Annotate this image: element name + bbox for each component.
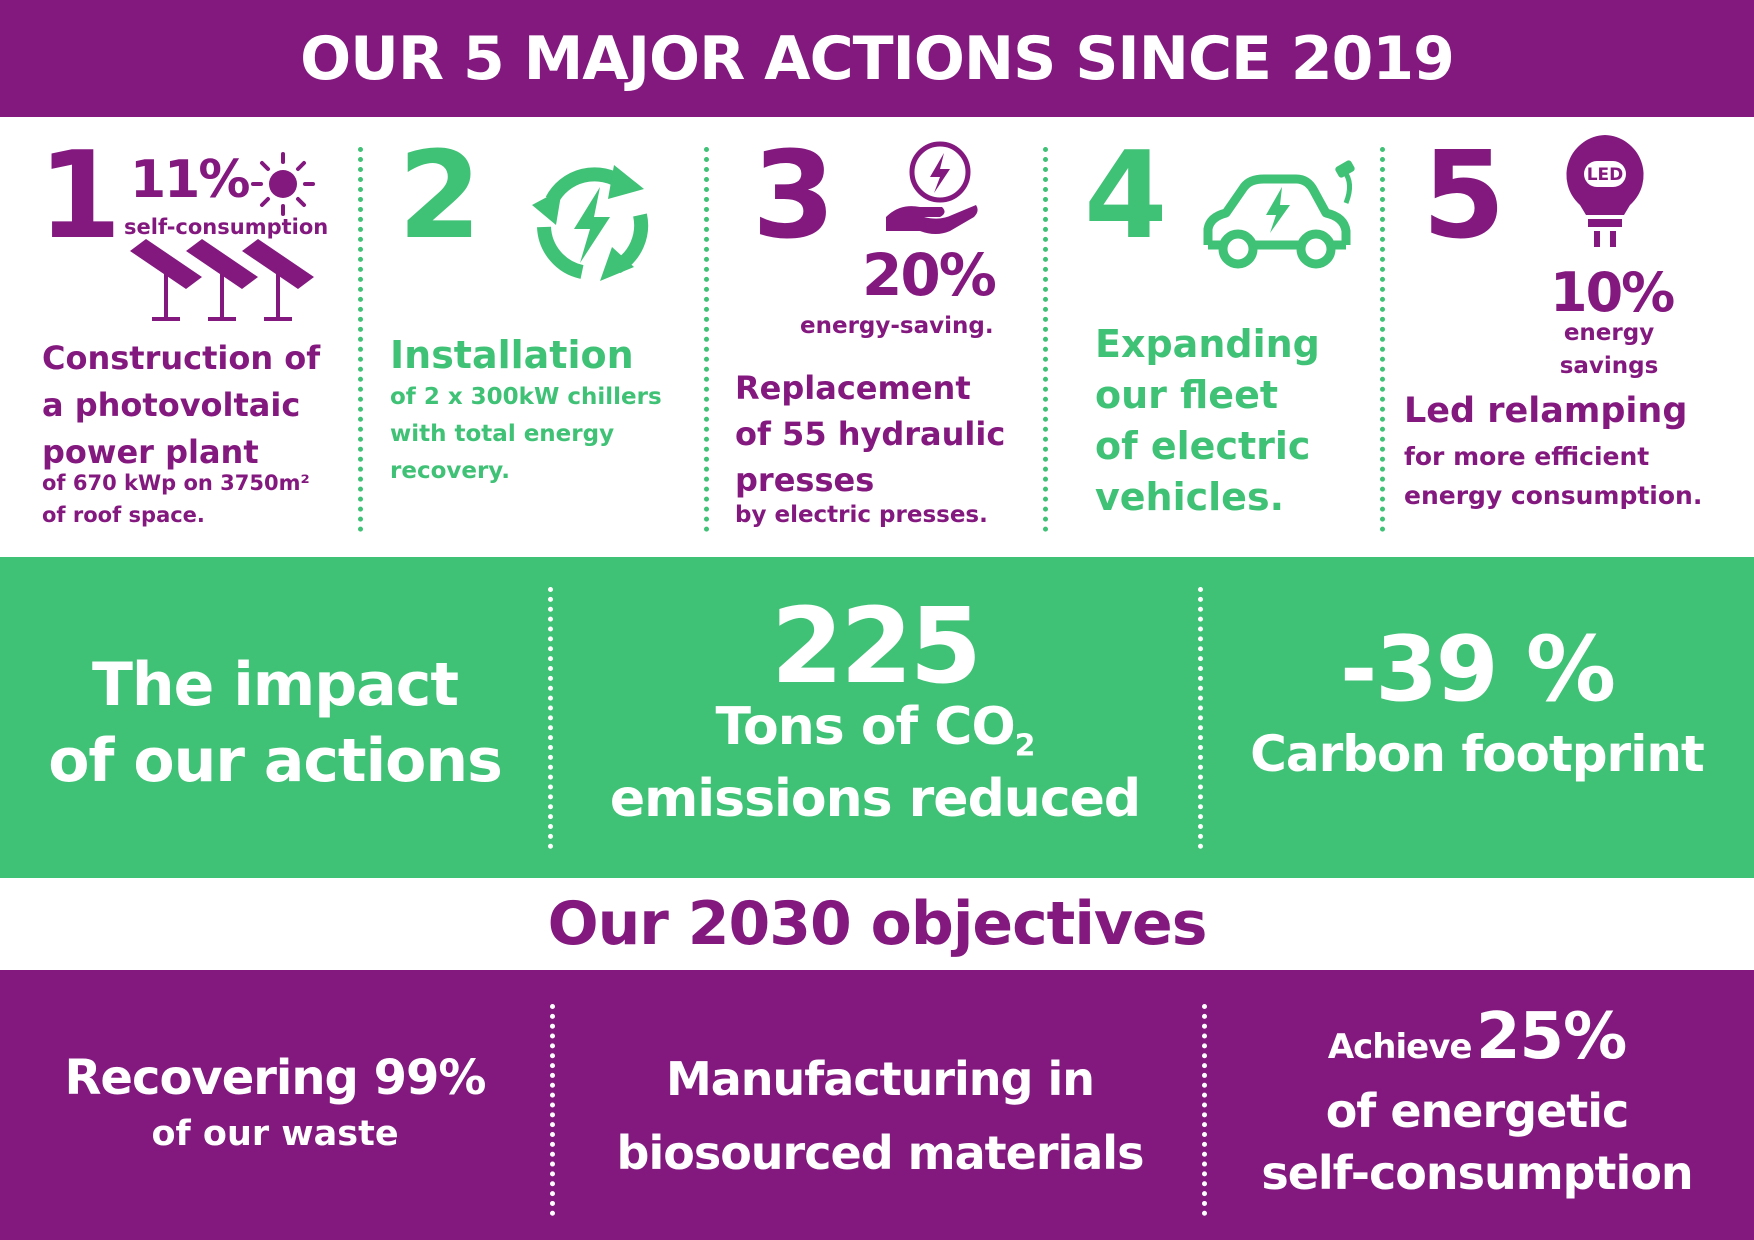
action-title-line: of 55 hydraulic [735,415,1006,453]
sun-icon [251,152,315,216]
impact-heading-line: The impact [92,650,459,720]
action-title: Led relamping [1404,391,1688,431]
impact-heading-line: of our actions [48,726,503,796]
divider [1380,147,1385,532]
action-title-line: vehicles. [1095,475,1284,519]
objective-line: self-consumption [1261,1146,1693,1200]
action-detail-line: of 670 kWp on 3750m² [42,471,310,495]
co2-label-line2: emissions reduced [609,769,1141,829]
divider [358,147,363,532]
objectives-title: Our 2030 objectives [547,889,1208,959]
action-detail-line: by electric presses. [735,502,988,528]
action-detail-line: of roof space. [42,503,205,527]
action-title: Installation [390,333,634,377]
action-detail-line: recovery. [390,458,510,484]
page-title: OUR 5 MAJOR ACTIONS SINCE 2019 [300,23,1455,94]
action-stat-label-line: energy [1563,320,1655,346]
action-stat-label: self-consumption [124,215,329,239]
action-stat: 11% [130,150,250,210]
carbon-label: Carbon footprint [1250,725,1705,783]
action-number: 4 [1084,127,1167,266]
action-number: 3 [752,127,835,266]
divider [548,587,553,849]
carbon-value: -39 % [1339,617,1616,722]
action-title-line: a photovoltaic [42,386,301,424]
action-stat: 10% [1550,261,1675,324]
action-title-line: Replacement [735,369,971,407]
objective-value: 25% [1476,1000,1627,1074]
co2-label: Tons of CO [715,697,1015,757]
hand-energy-icon [886,141,978,234]
action-stat: 20% [862,241,997,309]
action-number: 5 [1422,127,1505,266]
action-stat-label: energy-saving. [800,313,994,339]
action-stat-label-line: savings [1559,353,1659,379]
action-detail-line: with total energy [390,421,615,447]
action-title-line: power plant [42,433,259,471]
objective-line: Manufacturing in [665,1052,1095,1106]
divider [704,147,709,532]
co2-value: 225 [770,585,982,707]
action-title-line: of electric [1095,424,1311,468]
objectives-section: Recovering 99% of our waste Manufacturin… [0,970,1754,1240]
action-title-line: our fleet [1095,373,1279,417]
led-bulb-icon [1566,135,1644,247]
solar-panels-icon [130,239,314,321]
co2-subscript: 2 [1014,728,1036,764]
electric-car-icon [1203,160,1355,269]
header-banner: OUR 5 MAJOR ACTIONS SINCE 2019 [0,0,1754,117]
objectives-heading: Our 2030 objectives [0,878,1754,970]
action-title-line: presses [735,461,875,499]
energy-recycle-icon [532,165,649,281]
action-detail-line: of 2 x 300kW chillers [390,384,662,410]
objective-prefix: Achieve [1327,1027,1473,1067]
action-title-line: Expanding [1095,322,1320,366]
objective-main: Recovering 99% [64,1050,486,1106]
actions-section: 1 11% self-consumption [0,117,1754,557]
led-label: LED [1586,165,1624,185]
impact-section: The impact of our actions 225 Tons of CO… [0,557,1754,878]
objective-line: biosourced materials [616,1126,1145,1180]
objective-sub: of our waste [151,1114,399,1154]
divider [1043,147,1048,532]
divider [1202,1004,1207,1216]
action-title-line: Construction of [42,339,321,377]
divider [1198,587,1203,849]
action-detail-line: energy consumption. [1404,481,1703,510]
divider [550,1004,555,1216]
action-number: 1 [38,127,121,266]
action-detail-line: for more efficient [1404,442,1650,471]
objective-line: of energetic [1325,1084,1630,1138]
action-number: 2 [398,127,481,266]
